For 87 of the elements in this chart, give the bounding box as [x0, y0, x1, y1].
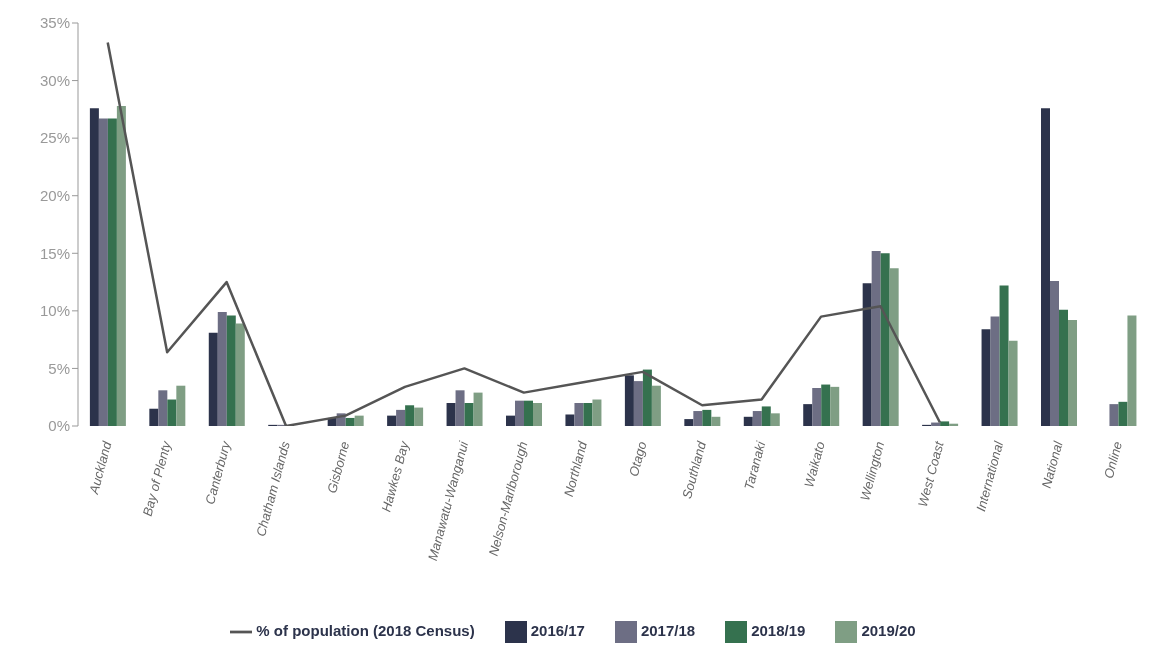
x-tick-label: West Coast — [914, 438, 948, 509]
y-tick-label: 15% — [39, 244, 70, 262]
bar — [208, 332, 218, 426]
x-tick-label: Auckland — [85, 439, 115, 497]
bar — [217, 312, 227, 426]
bar — [116, 105, 126, 426]
bar — [702, 409, 712, 426]
bar — [1050, 280, 1059, 426]
bar — [752, 411, 762, 426]
bar — [761, 406, 771, 426]
bar — [693, 411, 703, 426]
bar — [830, 386, 840, 426]
bar — [524, 400, 533, 426]
y-tick-label: 0% — [48, 417, 70, 435]
bar — [803, 404, 813, 426]
bar — [862, 283, 872, 426]
x-tick-label: Taranaki — [741, 438, 769, 492]
bar — [770, 413, 780, 426]
x-tick-label: Waikato — [801, 439, 828, 489]
x-tick-label: Online — [1100, 439, 1126, 481]
legend-label: 2019/20 — [861, 622, 916, 640]
legend-label: % of population (2018 Census) — [256, 622, 475, 640]
bar — [981, 329, 991, 426]
bar — [1059, 309, 1068, 426]
bar — [711, 416, 721, 426]
bar — [226, 315, 236, 426]
bar — [880, 253, 890, 426]
bar — [871, 250, 881, 426]
bar — [940, 421, 950, 426]
bar — [574, 402, 584, 426]
bar — [1127, 315, 1137, 426]
bar — [387, 415, 397, 426]
x-tick-label: Otago — [625, 439, 650, 479]
bar — [515, 400, 524, 426]
legend-label: 2017/18 — [640, 622, 696, 640]
bar — [565, 414, 575, 426]
bar — [990, 316, 1000, 426]
bar — [1068, 320, 1077, 426]
bar — [592, 399, 602, 426]
legend-label: 2018/19 — [751, 622, 806, 640]
bar — [1109, 404, 1119, 426]
bar — [999, 285, 1009, 426]
bar — [889, 268, 899, 426]
bar — [583, 402, 593, 426]
bar — [345, 417, 355, 426]
bar — [743, 416, 753, 426]
bar — [414, 407, 424, 426]
bar — [235, 323, 245, 426]
bar — [464, 402, 474, 426]
y-tick-label: 30% — [39, 71, 70, 89]
bar — [149, 408, 159, 426]
bar — [354, 415, 364, 426]
bar — [396, 409, 406, 426]
bar — [684, 419, 694, 426]
bar — [812, 388, 822, 426]
bar — [473, 392, 483, 426]
x-tick-label: Bay of Plenty — [139, 438, 175, 518]
bar — [158, 390, 168, 426]
y-tick-label: 20% — [39, 187, 70, 205]
bar — [107, 118, 117, 426]
x-tick-label: Chatham Islands — [253, 439, 293, 539]
legend-label: 2016/17 — [530, 622, 585, 640]
bar — [1041, 108, 1050, 426]
bar — [167, 399, 177, 426]
bar — [98, 118, 108, 426]
bar — [1008, 340, 1018, 426]
bar — [642, 369, 652, 426]
y-tick-label: 10% — [39, 302, 70, 320]
bar — [405, 405, 415, 426]
bar — [624, 375, 634, 426]
bar — [89, 108, 99, 426]
line-series — [106, 41, 942, 426]
bar — [821, 384, 831, 426]
bar — [176, 385, 186, 426]
bar — [533, 402, 542, 426]
y-tick-label: 25% — [39, 129, 70, 147]
bar — [1118, 401, 1128, 426]
bar — [633, 381, 643, 426]
y-tick-label: 35% — [39, 14, 70, 32]
x-tick-label: Hawkes Bay — [378, 438, 413, 514]
bar — [446, 402, 456, 426]
bar — [651, 385, 661, 426]
bar — [455, 390, 465, 426]
x-tick-label: Gisborne — [324, 439, 353, 495]
bar — [506, 415, 515, 426]
x-tick-label: National — [1038, 438, 1066, 490]
y-tick-label: 5% — [48, 359, 70, 377]
